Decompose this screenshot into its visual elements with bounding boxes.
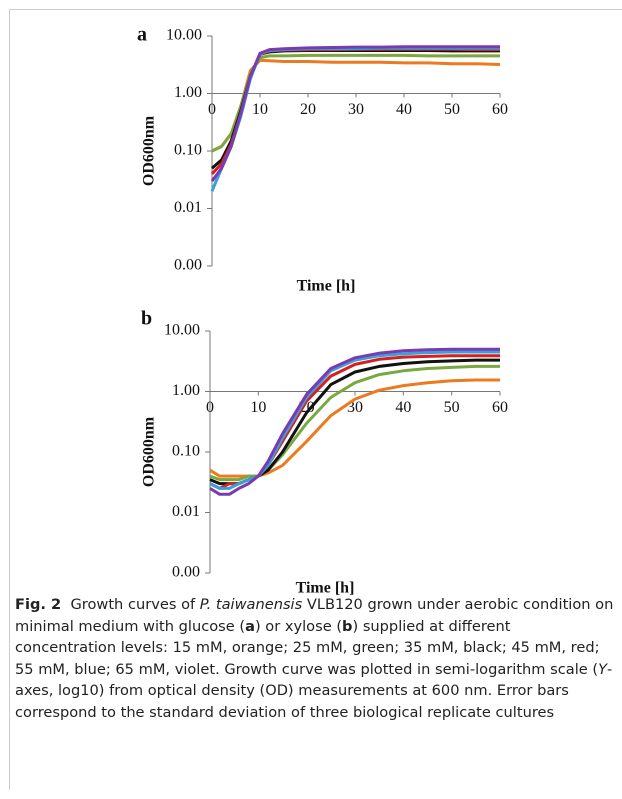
panel-label: a <box>137 24 147 46</box>
figure: a 10.00 1.00 0.10 0.01 0.00 0 10 20 30 40 50 60 Time … <box>137 24 508 597</box>
y-tick-label: 0.10 <box>172 443 200 460</box>
panel-label: b <box>141 308 152 330</box>
y-tick-label: 1.00 <box>174 84 202 101</box>
caption-text: Y <box>598 660 608 678</box>
series-line <box>211 53 500 153</box>
x-axis-title: Time [h] <box>296 580 355 597</box>
x-tick-label: 50 <box>444 399 460 416</box>
x-tick-label: 30 <box>348 101 364 118</box>
y-tick-label: 0.01 <box>174 199 202 216</box>
caption-text: -axes, log10) from optical density (OD) … <box>15 660 613 721</box>
y-tick-label: 0.00 <box>172 564 200 581</box>
caption-text: VLB120 grown under aerobic condition on … <box>15 596 614 635</box>
caption: Fig. 2 Growth curves of P. taiwanensis V… <box>15 594 615 723</box>
series-line <box>209 347 500 496</box>
series-line <box>209 354 500 490</box>
y-tick-label: 10.00 <box>164 322 200 339</box>
x-tick-label: 10 <box>252 101 268 118</box>
x-axis-title: Time [h] <box>297 278 356 295</box>
y-tick-label: 1.00 <box>172 382 200 399</box>
series-line <box>210 46 500 192</box>
series-line <box>209 378 500 478</box>
caption-text: ) or xylose ( <box>254 617 343 635</box>
x-tick-label: 60 <box>492 399 508 416</box>
series-line <box>209 364 500 482</box>
caption-text: ) supplied at different concentration le… <box>15 617 600 678</box>
series-line <box>209 358 500 486</box>
caption-text: a <box>245 617 255 635</box>
x-tick-label: 50 <box>444 101 460 118</box>
x-tick-label: 40 <box>396 101 412 118</box>
caption-text: P. taiwanensis <box>199 596 303 613</box>
y-tick-label: 10.00 <box>166 27 202 44</box>
x-tick-label: 0 <box>208 101 216 118</box>
figure-frame <box>9 9 622 790</box>
x-tick-label: 10 <box>250 399 266 416</box>
series-line <box>209 350 500 490</box>
series-line <box>210 45 500 182</box>
caption-label: Fig. 2 <box>15 596 62 613</box>
y-tick-label: 0.01 <box>172 503 200 520</box>
x-tick-label: 40 <box>395 399 411 416</box>
y-axis-title: OD600nm <box>141 416 158 487</box>
caption-text: b <box>342 617 353 635</box>
x-tick-label: 20 <box>300 101 316 118</box>
x-tick-label: 0 <box>206 399 214 416</box>
caption-text: Growth curves of <box>70 596 200 613</box>
y-tick-label: 0.10 <box>174 142 202 159</box>
x-tick-label: 60 <box>492 101 508 118</box>
y-tick-label: 0.00 <box>174 257 202 274</box>
y-axis-title: OD600nm <box>141 115 158 186</box>
